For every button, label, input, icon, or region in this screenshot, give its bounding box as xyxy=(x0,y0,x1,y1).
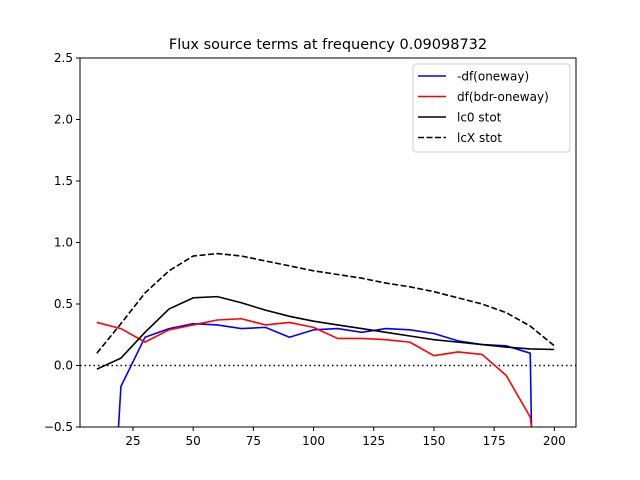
y-tick-label: 0.0 xyxy=(54,359,73,373)
series-line-df-bdr-oneway xyxy=(96,317,533,427)
y-tick-label: 0.5 xyxy=(54,297,73,311)
legend-label: lc0 stot xyxy=(457,111,502,125)
y-tick-label: 1.5 xyxy=(54,174,73,188)
y-tick-label: −0.5 xyxy=(44,420,73,434)
chart-title: Flux source terms at frequency 0.0909873… xyxy=(169,37,487,53)
legend-box xyxy=(412,63,571,153)
x-tick-label: 175 xyxy=(483,434,506,448)
x-tick-label: 200 xyxy=(543,434,566,448)
x-tick-label: 50 xyxy=(186,434,201,448)
x-tick-label: 25 xyxy=(125,434,140,448)
y-axis: −0.5 0.0 0.5 1.0 1.5 2.0 2.5 xyxy=(44,51,80,434)
y-tick-label: 1.0 xyxy=(54,236,73,250)
x-axis: 25 50 75 100 125 150 175 200 xyxy=(125,427,566,448)
legend-label: -df(oneway) xyxy=(457,70,529,84)
series-line-lc0-stot xyxy=(96,295,555,370)
legend-label: lcX stot xyxy=(457,131,502,145)
legend: -df(oneway) df(bdr-oneway) lc0 stot lcX sto… xyxy=(412,63,571,153)
x-tick-label: 150 xyxy=(422,434,445,448)
legend-label: df(bdr-oneway) xyxy=(457,90,549,104)
x-tick-label: 75 xyxy=(246,434,261,448)
x-tick-label: 125 xyxy=(362,434,385,448)
y-tick-label: 2.0 xyxy=(54,113,73,127)
series-layer xyxy=(96,252,555,427)
x-tick-label: 100 xyxy=(302,434,325,448)
series-line-lcx-stot xyxy=(96,252,555,354)
y-tick-label: 2.5 xyxy=(54,51,73,65)
